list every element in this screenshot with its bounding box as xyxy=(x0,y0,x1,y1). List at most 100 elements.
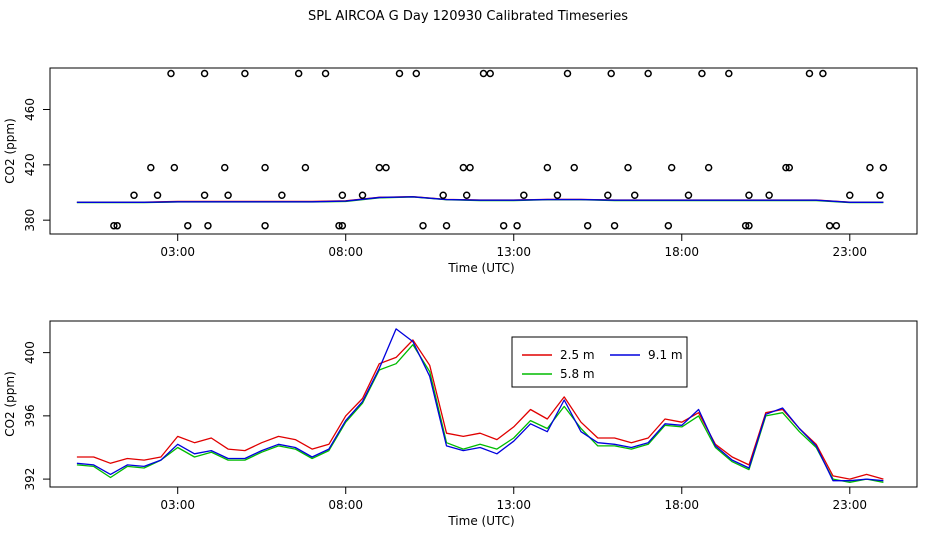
top-scatter-point xyxy=(338,221,347,230)
top-scatter-point xyxy=(667,163,676,172)
top-scatter-point xyxy=(876,191,884,200)
top-series-line-91m xyxy=(76,196,884,204)
page-title: SPL AIRCOA G Day 120930 Calibrated Times… xyxy=(307,9,629,24)
top-scatter-point xyxy=(167,69,175,78)
top-scatter-point xyxy=(278,191,286,200)
top-scatter-point xyxy=(553,191,562,200)
top-scatter-point xyxy=(358,191,367,200)
top-scatter-point xyxy=(147,163,155,172)
bottom-x-tick-label: 23:00 xyxy=(832,498,867,512)
top-scatter-point xyxy=(462,191,471,200)
top-scatter-point xyxy=(520,191,528,200)
top-x-axis-label: Time (UTC) xyxy=(447,261,514,275)
top-x-tick-label: 13:00 xyxy=(496,245,531,259)
top-scatter-point xyxy=(624,163,632,172)
top-scatter-point xyxy=(604,191,612,200)
top-x-tick-label: 08:00 xyxy=(328,245,363,259)
top-scatter-point xyxy=(442,221,451,230)
top-scatter-point xyxy=(419,221,427,230)
top-plot-frame xyxy=(49,67,918,235)
top-scatter-point xyxy=(412,69,421,78)
top-scatter-point xyxy=(825,221,834,230)
top-scatter-point xyxy=(698,69,706,78)
top-scatter-point xyxy=(704,163,713,172)
top-data xyxy=(76,69,888,230)
top-scatter-point xyxy=(184,221,192,230)
top-scatter-point xyxy=(570,163,578,172)
top-scatter-point xyxy=(499,221,508,230)
top-scatter-point xyxy=(607,69,615,78)
top-scatter-point xyxy=(832,221,841,230)
top-scatter-point xyxy=(170,163,179,172)
top-scatter-point xyxy=(644,69,652,78)
top-scatter-point xyxy=(879,163,888,172)
bottom-series-line-58m xyxy=(76,344,884,483)
top-scatter-point xyxy=(583,221,592,230)
top-scatter-point xyxy=(224,191,232,200)
top-scatter-point xyxy=(725,69,733,78)
top-y-tick-label: 380 xyxy=(23,209,37,232)
top-scatter-point xyxy=(819,69,827,78)
top-x-tick-label: 23:00 xyxy=(832,245,867,259)
bottom-y-axis-label: CO2 (ppm) xyxy=(3,371,17,437)
top-x-tick-label: 03:00 xyxy=(160,245,195,259)
top-scatter-point xyxy=(395,69,404,78)
top-scatter-point xyxy=(204,221,212,230)
top-scatter-point xyxy=(338,191,347,200)
legend-label-25m: 2.5 m xyxy=(560,348,595,362)
top-scatter-point xyxy=(782,163,790,172)
top-scatter-point xyxy=(153,191,162,200)
top-scatter-point xyxy=(130,191,138,200)
bottom-x-tick-label: 13:00 xyxy=(496,498,531,512)
bottom-series-line-91m xyxy=(76,328,884,482)
top-x-tick-label: 18:00 xyxy=(664,245,699,259)
top-scatter-point xyxy=(439,191,447,200)
top-scatter-point xyxy=(261,163,269,172)
top-scatter-point xyxy=(301,163,310,172)
top-scatter-point xyxy=(321,69,330,78)
bottom-y-tick-label: 392 xyxy=(23,468,37,491)
top-scatter-point xyxy=(200,69,209,78)
top-scatter-point xyxy=(486,69,494,78)
top-scatter-point xyxy=(479,69,488,78)
legend-box xyxy=(511,336,688,388)
top-scatter-point xyxy=(785,163,794,172)
top-scatter-point xyxy=(741,221,750,230)
top-scatter-point xyxy=(610,221,619,230)
bottom-x-axis-label: Time (UTC) xyxy=(447,514,514,528)
top-scatter-point xyxy=(110,221,118,230)
top-y-tick-label: 420 xyxy=(23,153,37,176)
legend: 2.5 m 5.8 m 9.1 m xyxy=(511,336,688,388)
bottom-series-line-25m xyxy=(76,339,884,480)
top-y-tick-label: 460 xyxy=(23,98,37,121)
bottom-x-tick-label: 18:00 xyxy=(664,498,699,512)
top-scatter-point xyxy=(630,191,639,200)
top-scatter-point xyxy=(866,163,874,172)
top-scatter-point xyxy=(805,69,814,78)
top-scatter-point xyxy=(200,191,209,200)
top-scatter-point xyxy=(745,221,753,230)
top-scatter-point xyxy=(294,69,303,78)
top-scatter-point xyxy=(513,221,521,230)
top-scatter-point xyxy=(466,163,474,172)
top-scatter-point xyxy=(335,221,343,230)
top-scatter-point xyxy=(745,191,753,200)
top-scatter-point xyxy=(241,69,249,78)
bottom-panel: 03:00 08:00 13:00 18:00 23:00 Time (UTC) 392 39… xyxy=(3,320,918,528)
top-scatter-point xyxy=(375,163,384,172)
bottom-x-tick-label: 03:00 xyxy=(160,498,195,512)
top-scatter-point xyxy=(220,163,229,172)
top-scatter-point xyxy=(459,163,468,172)
bottom-x-tick-label: 08:00 xyxy=(328,498,363,512)
top-y-axis-label: CO2 (ppm) xyxy=(3,118,17,184)
top-scatter-point xyxy=(543,163,552,172)
top-scatter-point xyxy=(765,191,773,200)
top-scatter-point xyxy=(664,221,673,230)
bottom-y-tick-label: 396 xyxy=(23,404,37,427)
bottom-y-tick-label: 400 xyxy=(23,341,37,364)
bottom-data xyxy=(76,328,884,483)
top-scatter-point xyxy=(563,69,572,78)
legend-label-58m: 5.8 m xyxy=(560,367,595,381)
bottom-plot-frame xyxy=(49,320,918,488)
